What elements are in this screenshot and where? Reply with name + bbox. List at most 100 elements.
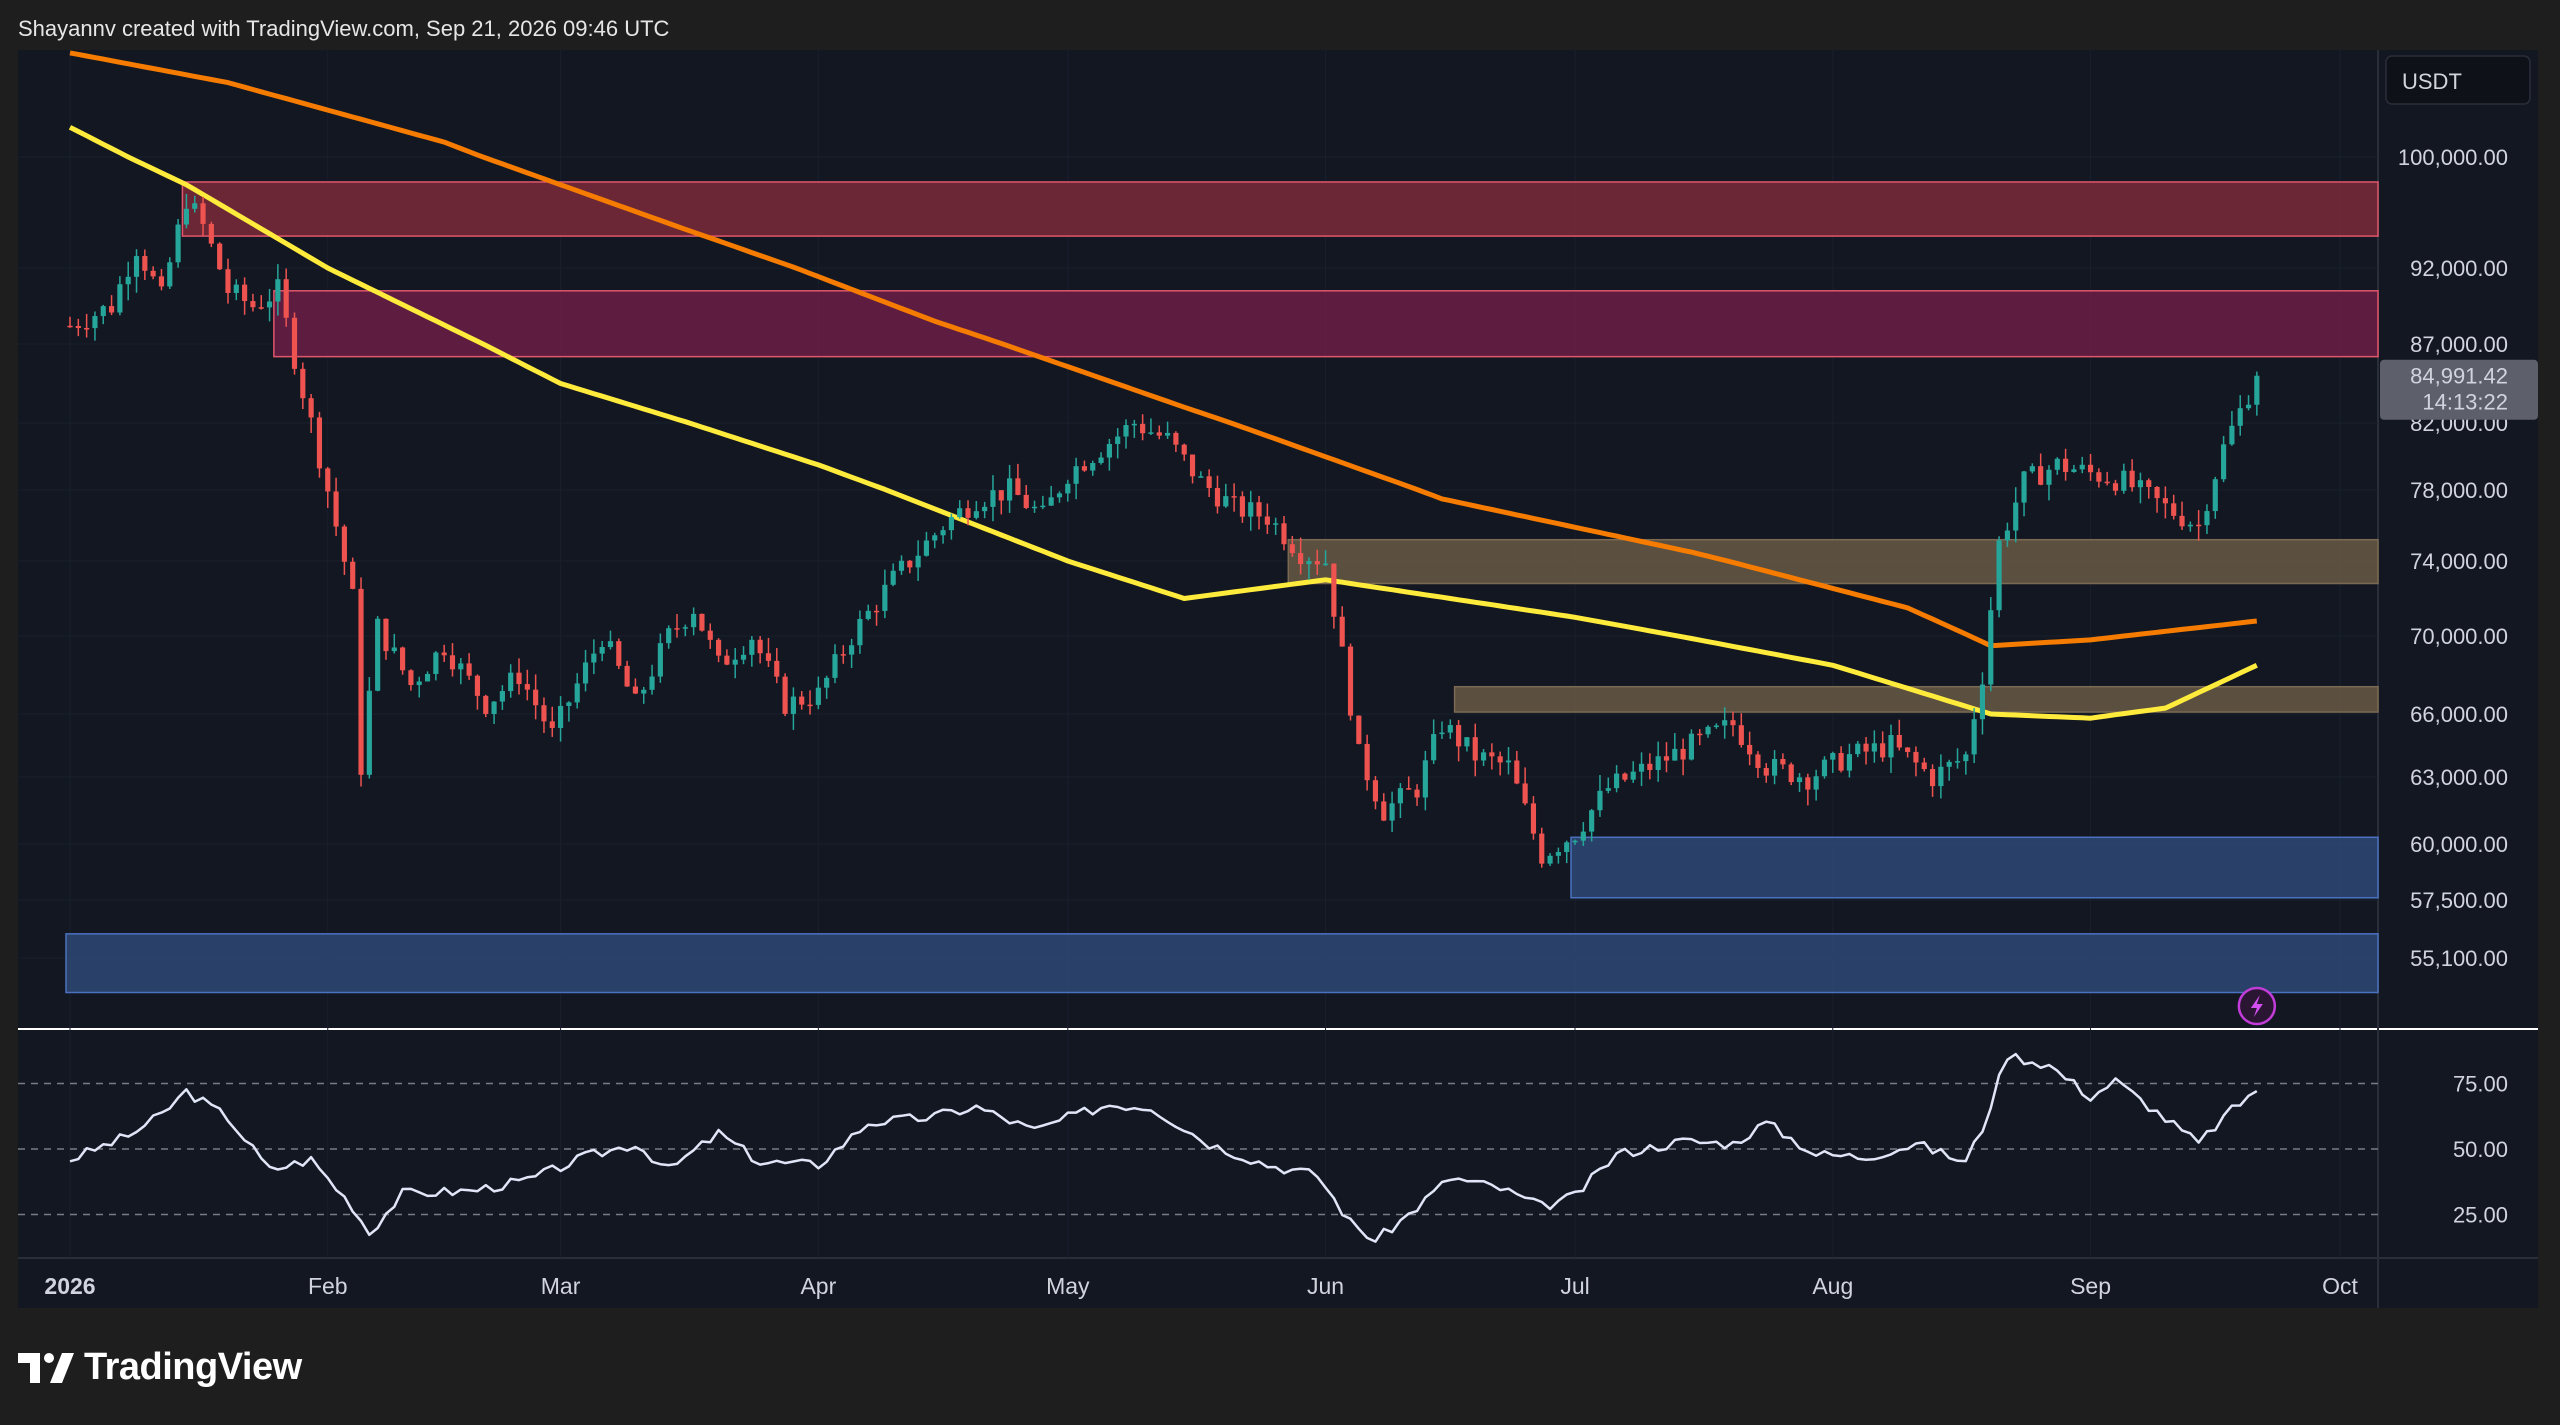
candle-body	[2187, 524, 2193, 527]
price-tick-label: 55,100.00	[2410, 946, 2508, 971]
candle-body	[2038, 466, 2044, 485]
candle-body	[1555, 852, 1561, 856]
candle-body	[799, 696, 805, 705]
major-demand-zone	[65, 933, 2379, 994]
candle-body	[1705, 726, 1711, 735]
candle-body	[2179, 515, 2185, 527]
candle-body	[1115, 436, 1121, 444]
candle-body	[982, 506, 988, 512]
candle-body	[1165, 432, 1171, 436]
candle-body	[242, 284, 248, 302]
candle-body	[1314, 561, 1320, 565]
time-tick-label: Sep	[2070, 1273, 2111, 1299]
candle-body	[466, 663, 472, 676]
candle-body	[266, 301, 273, 308]
candle-body	[1780, 758, 1786, 765]
candle-body	[291, 317, 298, 369]
candle-body	[1896, 735, 1902, 748]
candle-body	[125, 276, 131, 285]
candle-body	[957, 508, 963, 518]
rsi-tick-label: 75.00	[2453, 1072, 2508, 1097]
candle-body	[142, 256, 148, 271]
candle-body	[591, 653, 597, 663]
candle-body	[715, 639, 722, 656]
candle-body	[1988, 610, 1994, 685]
candle-body	[2129, 470, 2135, 488]
candle-body	[508, 672, 514, 692]
candle-body	[75, 325, 81, 329]
candle-body	[1389, 803, 1395, 821]
candle-body	[424, 673, 431, 682]
candle-body	[1439, 732, 1445, 735]
candle-body	[275, 279, 281, 302]
candle-body	[632, 686, 638, 694]
lightning-bolt	[2250, 995, 2263, 1017]
candle-body	[882, 584, 888, 611]
candle-body	[915, 555, 921, 568]
candle-body	[1023, 494, 1029, 509]
candle-body	[391, 647, 397, 652]
candle-body	[948, 517, 954, 531]
candle-body	[1148, 432, 1154, 434]
candle-body	[250, 301, 256, 308]
candle-body	[516, 672, 522, 685]
brand-name: TradingView	[84, 1346, 302, 1388]
candle-body	[1489, 752, 1495, 757]
candle-body	[1572, 840, 1578, 843]
candle-body	[84, 328, 90, 330]
candle-body	[1048, 497, 1054, 506]
candle-body	[1406, 788, 1412, 790]
time-tick-label: Oct	[2322, 1273, 2358, 1299]
candle-body	[1614, 773, 1620, 789]
candle-body	[333, 491, 339, 527]
lightning-event-icon	[2237, 986, 2277, 1026]
candle-body	[649, 676, 655, 690]
candle-body	[582, 662, 589, 684]
price-chart[interactable]: 100,000.0092,000.0087,000.0082,000.0078,…	[18, 50, 2538, 1310]
candle-body	[2154, 486, 2160, 499]
candle-body	[2245, 404, 2252, 409]
candle-body	[1364, 743, 1370, 781]
candle-body	[1223, 496, 1229, 507]
candle-body	[1347, 646, 1354, 716]
candle-body	[2079, 464, 2085, 470]
candle-body	[1456, 725, 1462, 747]
chart-frame[interactable]: 100,000.00 92,000.00 87,000.00 82,000.00 78,…	[18, 50, 2538, 1310]
price-tick-label: 74,000.00	[2410, 549, 2508, 574]
candle-body	[1173, 432, 1179, 445]
candle-body	[408, 670, 414, 686]
candle-body	[1597, 790, 1603, 811]
candle-body	[1031, 506, 1038, 509]
time-tick-label: Apr	[800, 1273, 836, 1299]
candle-body	[541, 705, 547, 722]
tradingview-brand[interactable]: TradingView	[18, 1346, 302, 1389]
candle-body	[1131, 423, 1137, 426]
candle-body	[1697, 733, 1703, 736]
price-tag-value: 84,991.42	[2410, 364, 2508, 389]
candle-body	[2121, 470, 2127, 491]
candle-body	[416, 681, 422, 686]
candle-body	[1189, 454, 1196, 477]
candle-body	[707, 630, 713, 640]
candle-body	[832, 654, 838, 678]
candle-body	[1256, 502, 1262, 517]
candle-body	[2221, 444, 2227, 480]
candle-body	[1539, 833, 1545, 864]
candle-body	[1838, 753, 1844, 771]
chart-attribution: Shayannv created with TradingView.com, S…	[18, 16, 670, 41]
candle-body	[940, 530, 946, 536]
candle-body	[350, 561, 356, 589]
candle-body	[225, 269, 231, 293]
candle-body	[1239, 496, 1245, 517]
candle-body	[192, 203, 198, 209]
candle-body	[358, 588, 364, 775]
candle-body	[1796, 777, 1803, 783]
candle-body	[133, 256, 140, 277]
time-tick-label: Mar	[541, 1273, 581, 1299]
candle-body	[341, 526, 347, 562]
candle-body	[890, 570, 896, 585]
candle-body	[2137, 480, 2144, 488]
candle-body	[1198, 476, 1204, 478]
candle-body	[2054, 458, 2060, 470]
time-tick-label: Aug	[1812, 1273, 1853, 1299]
